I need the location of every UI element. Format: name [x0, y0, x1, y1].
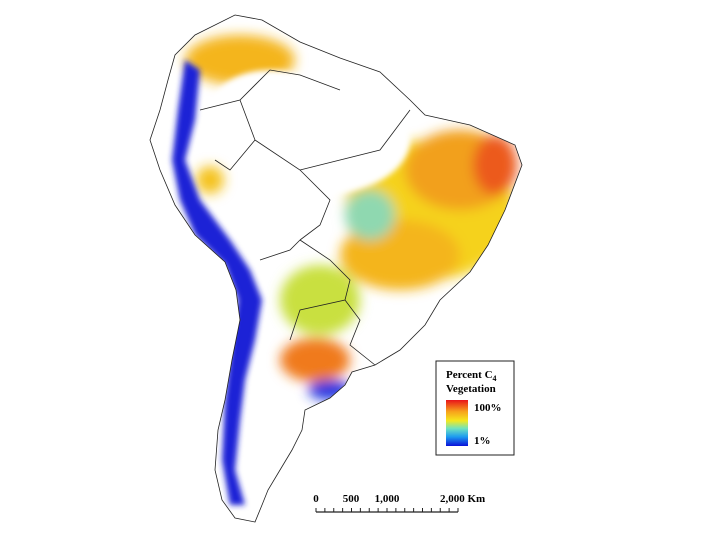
legend-title: Percent C4	[446, 369, 497, 383]
scale-label: 0	[313, 493, 319, 505]
scale-bar: 0 500 1,000 2,000 Km	[313, 493, 485, 513]
country-borders	[149, 14, 523, 523]
scale-label: 1,000	[375, 493, 400, 505]
legend-colorbar	[446, 400, 468, 446]
scale-label: 500	[343, 493, 360, 505]
legend-max-label: 100%	[474, 402, 502, 414]
legend-min-label: 1%	[474, 435, 491, 447]
scale-label: 2,000 Km	[440, 493, 485, 505]
legend-title-line2: Vegetation	[446, 383, 496, 395]
legend: Percent C4 Vegetation 100% 1%	[435, 360, 515, 456]
